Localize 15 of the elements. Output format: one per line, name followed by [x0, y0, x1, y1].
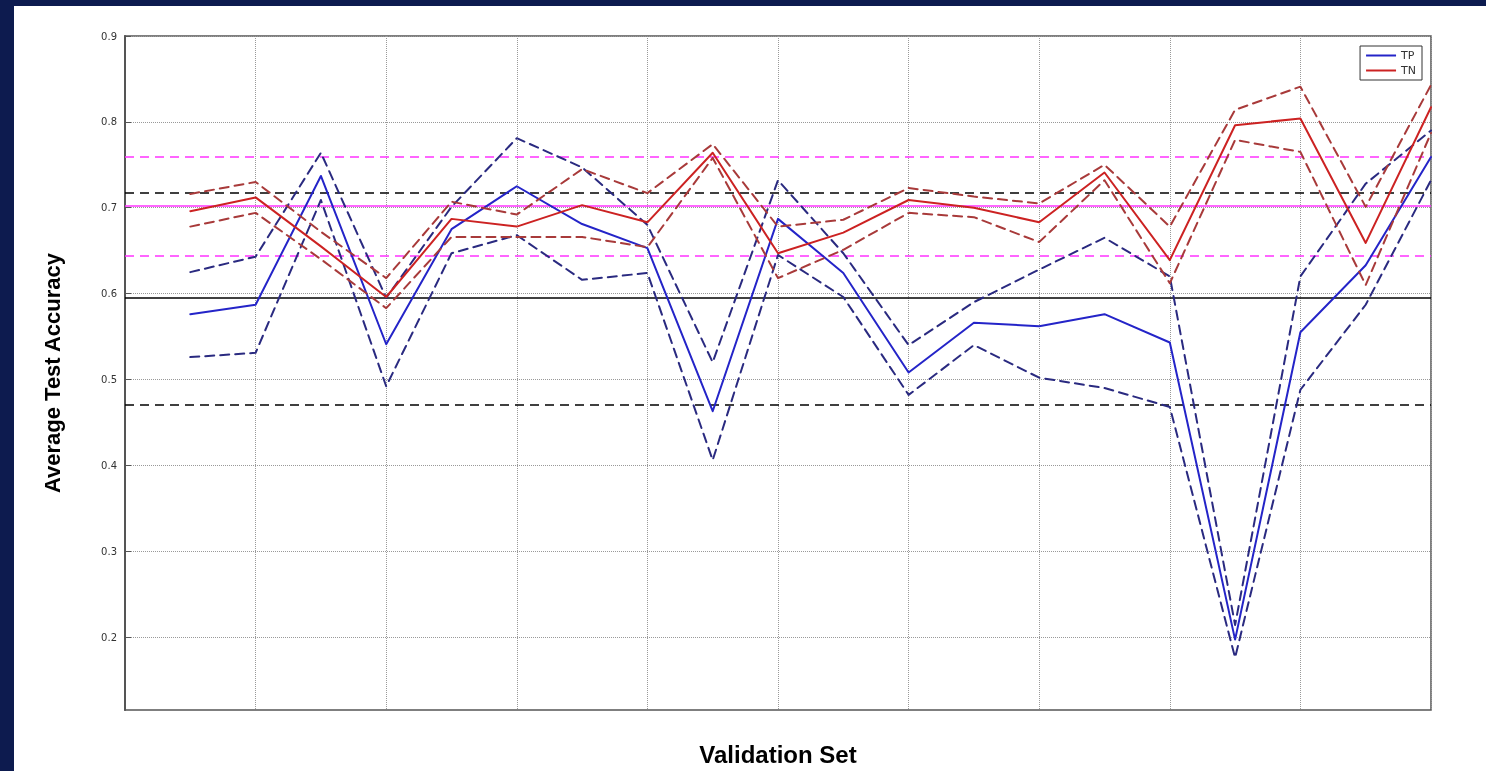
line-series: [189, 132, 1432, 310]
y-tick-label: 0.2: [101, 631, 117, 643]
y-tick-label: 0.3: [101, 545, 117, 557]
legend-label: TP: [1400, 49, 1415, 62]
y-tick-label: 0.8: [101, 116, 117, 128]
line-series: [189, 83, 1432, 280]
legend-label: TN: [1400, 64, 1417, 77]
y-tick-label: 0.4: [101, 459, 117, 471]
y-tick-label: 0.7: [101, 202, 117, 214]
y-tick-label: 0.5: [101, 373, 117, 385]
y-axis-title: Average Test Accuracy: [39, 252, 65, 494]
y-tick-label: 0.9: [101, 30, 117, 42]
line-series: [189, 106, 1432, 299]
x-axis-title: Validation Set: [699, 740, 857, 768]
y-tick-label: 0.6: [101, 288, 117, 300]
